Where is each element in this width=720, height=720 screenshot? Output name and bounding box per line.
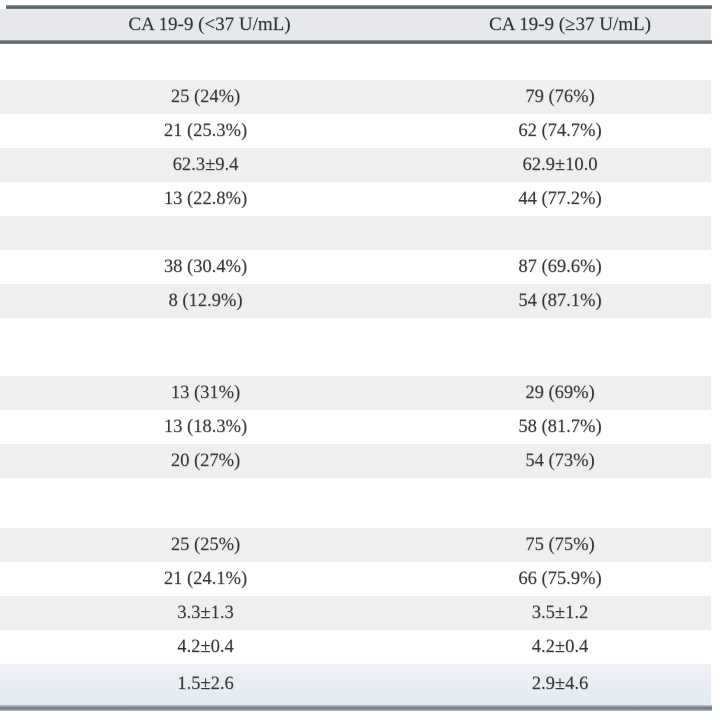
- cell-ca19-9-low: 25 (24%): [170, 86, 241, 107]
- cell-ca19-9-high: 54 (73%): [525, 450, 595, 471]
- cell-ca19-9-low: 1.5±2.6: [177, 674, 234, 694]
- table-header-row: CA 19-9 (<37 U/mL) CA 19-9 (≥37 U/mL): [0, 9, 711, 40]
- cell-ca19-9-low: 38 (30.4%): [163, 256, 248, 277]
- table-row: 13 (18.3%) 58 (81.7%): [0, 410, 711, 444]
- cell-ca19-9-high: 87 (69.6%): [518, 256, 602, 277]
- table-row: 13 (22.8%) 44 (77.2%): [0, 182, 711, 216]
- spacer-row: [0, 478, 711, 528]
- cell-ca19-9-low: 21 (25.3%): [163, 120, 248, 141]
- table-top-rule: [6, 5, 712, 9]
- cell-ca19-9-high: 3.5±1.2: [531, 602, 589, 623]
- cell-ca19-9-low: 13 (18.3%): [163, 416, 248, 437]
- cell-ca19-9-high: 29 (69%): [525, 382, 595, 403]
- table-row: 38 (30.4%) 87 (69.6%): [0, 250, 711, 284]
- cell-ca19-9-high: 54 (87.1%): [518, 290, 602, 311]
- cell-ca19-9-low: 25 (25%): [170, 534, 241, 555]
- cell-ca19-9-low: 62.3±9.4: [172, 154, 239, 175]
- table-bottom-rule: [0, 705, 712, 711]
- table-row: 21 (25.3%) 62 (74.7%): [0, 114, 711, 148]
- spacer-row: [0, 318, 711, 376]
- table-body: 25 (24%) 79 (76%) 21 (25.3%) 62 (74.7%) 62.3…: [0, 44, 720, 705]
- table-row: 3.3±1.3 3.5±1.2: [0, 596, 711, 630]
- table-row: 20 (27%) 54 (73%): [0, 444, 711, 478]
- table-row: 4.2±0.4 4.2±0.4: [0, 630, 711, 664]
- cell-ca19-9-high: 62 (74.7%): [518, 120, 602, 141]
- cell-ca19-9-high: 62.9±10.0: [522, 154, 598, 175]
- cell-ca19-9-high: 58 (81.7%): [518, 416, 602, 437]
- cell-ca19-9-high: 4.2±0.4: [531, 636, 589, 657]
- cell-ca19-9-low: 21 (24.1%): [163, 568, 248, 589]
- cell-ca19-9-high: 75 (75%): [525, 534, 595, 555]
- cell-ca19-9-low: 20 (27%): [170, 450, 241, 471]
- cell-ca19-9-high: 79 (76%): [525, 86, 595, 107]
- spacer-row: [0, 44, 711, 80]
- header-bottom-rule: [0, 40, 712, 44]
- cell-ca19-9-low: 4.2±0.4: [177, 636, 234, 657]
- column-header-ca19-9-low: CA 19-9 (<37 U/mL): [128, 13, 291, 35]
- cell-ca19-9-low: 8 (12.9%): [168, 290, 243, 311]
- table-row: 8 (12.9%) 54 (87.1%): [0, 284, 711, 318]
- column-header-ca19-9-high: CA 19-9 (≥37 U/mL): [489, 13, 651, 35]
- table-row: 21 (24.1%) 66 (75.9%): [0, 562, 711, 596]
- table-row: 25 (25%) 75 (75%): [0, 528, 711, 562]
- spacer-row: [0, 216, 711, 250]
- cell-ca19-9-high: 66 (75.9%): [518, 568, 602, 589]
- top-margin: [0, 0, 720, 5]
- table-row: 13 (31%) 29 (69%): [0, 376, 711, 410]
- cell-ca19-9-high: 44 (77.2%): [518, 188, 602, 209]
- table-row: 1.5±2.6 2.9±4.6: [0, 664, 711, 705]
- bottom-margin: [0, 711, 720, 720]
- cell-ca19-9-high: 2.9±4.6: [531, 674, 589, 694]
- table-row: 25 (24%) 79 (76%): [0, 80, 711, 114]
- cell-ca19-9-low: 13 (22.8%): [163, 188, 248, 209]
- table-row: 62.3±9.4 62.9±10.0: [0, 148, 711, 182]
- cell-ca19-9-low: 13 (31%): [170, 382, 241, 403]
- cell-ca19-9-low: 3.3±1.3: [177, 602, 234, 623]
